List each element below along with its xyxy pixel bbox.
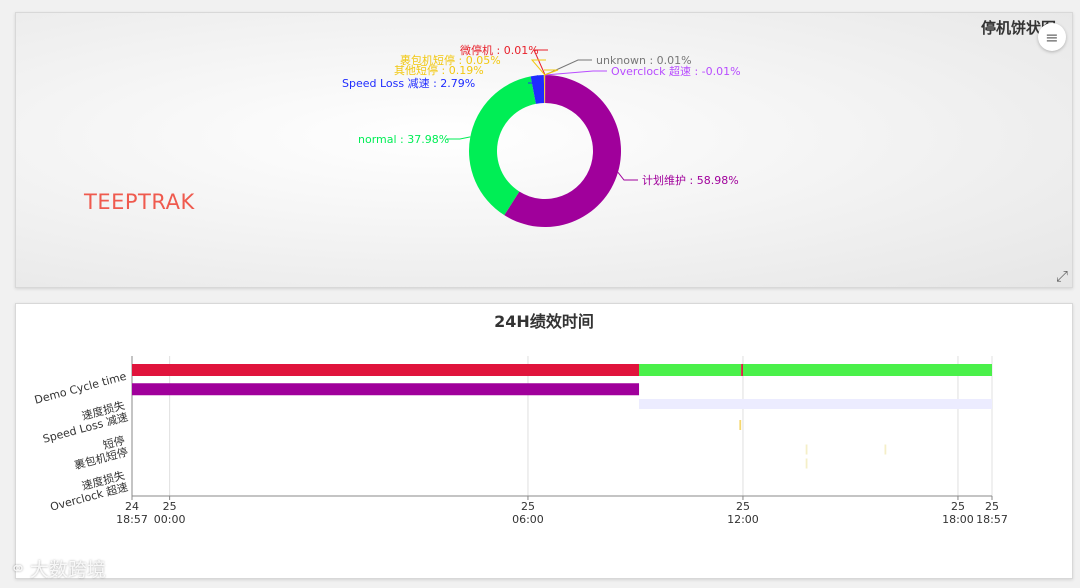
gantt-x-tick-day: 24: [125, 500, 139, 513]
pie-data-label: Speed Loss 减速 : 2.79%: [342, 77, 475, 90]
pie-chart: unknown : 0.01% 微停机 : 0.01% Overclock 超速 :…: [342, 43, 741, 227]
gantt-x-tick-time: 18:00: [942, 513, 974, 526]
pie-slice[interactable]: [469, 76, 536, 216]
gantt-x-tick-day: 25: [163, 500, 177, 513]
pie-data-label: Overclock 超速 : -0.01%: [611, 64, 741, 78]
logo-icon: ⚭: [10, 557, 26, 580]
pie-label-connector: [544, 69, 559, 76]
pie-slice[interactable]: [530, 75, 545, 104]
gantt-segment[interactable]: [639, 399, 992, 409]
gantt-x-tick-day: 25: [985, 500, 999, 513]
pie-data-label: 计划维护 : 58.98%: [642, 173, 739, 187]
pie-data-label: normal : 37.98%: [358, 133, 449, 146]
fullscreen-expand-icon[interactable]: ⤢: [1055, 267, 1068, 285]
pie-label-connector: [533, 49, 548, 76]
hamburger-menu-icon[interactable]: ≡: [1038, 23, 1066, 51]
pie-label-connector: [446, 136, 471, 140]
pie-data-label: 微停机 : 0.01%: [460, 43, 539, 57]
gantt-category-text: 裹包机短停: [73, 445, 130, 473]
gantt-segment[interactable]: [805, 458, 808, 469]
pie-label-connector: [617, 171, 638, 181]
pie-label-connector: [545, 70, 607, 76]
gantt-x-tick-time: 00:00: [154, 513, 186, 526]
gantt-segment[interactable]: [741, 364, 743, 376]
pie-label-connector: [528, 75, 543, 84]
pie-data-label: 其他短停 : 0.19%: [394, 63, 484, 77]
gantt-chart-title: 24H绩效时间: [494, 312, 594, 331]
downtime-pie-panel: 停机饼状图 ≡ TEEPTRAK unknown : 0.01% 微停机 : 0.…: [15, 12, 1073, 288]
watermark: ⚭ 大数跨境: [10, 555, 106, 582]
gantt-x-tick-day: 25: [521, 500, 535, 513]
gantt-segment[interactable]: [884, 444, 887, 455]
pie-slice[interactable]: [543, 75, 545, 104]
gantt-x-tick-time: 18:57: [976, 513, 1008, 526]
performance-gantt-panel: 24H绩效时间 Demo Cycle time 速度损失 Speed Loss 减速…: [15, 303, 1073, 579]
pie-label-connector: [530, 59, 546, 76]
gantt-segment[interactable]: [805, 444, 808, 455]
brand-logo-text: TEEPTRAK: [84, 190, 195, 214]
pie-chart-title: 停机饼状图: [980, 19, 1056, 37]
gantt-segment[interactable]: [742, 364, 992, 376]
watermark-text: 大数跨境: [29, 559, 106, 581]
gantt-segment[interactable]: [739, 420, 742, 430]
gantt-segment[interactable]: [132, 364, 640, 376]
gantt-x-tick-day: 25: [736, 500, 750, 513]
pie-data-label: 裹包机短停 : 0.05%: [400, 53, 501, 67]
gantt-segment[interactable]: [639, 364, 742, 376]
pie-slice[interactable]: [504, 75, 622, 227]
gantt-x-tick-time: 12:00: [727, 513, 759, 526]
gantt-category-text: 短停: [101, 433, 126, 452]
gantt-segment[interactable]: [132, 383, 640, 396]
pie-data-label: unknown : 0.01%: [596, 54, 692, 67]
gantt-x-tick-day: 25: [951, 500, 965, 513]
gantt-x-tick-time: 18:57: [116, 513, 148, 526]
gantt-x-tick-time: 06:00: [512, 513, 544, 526]
